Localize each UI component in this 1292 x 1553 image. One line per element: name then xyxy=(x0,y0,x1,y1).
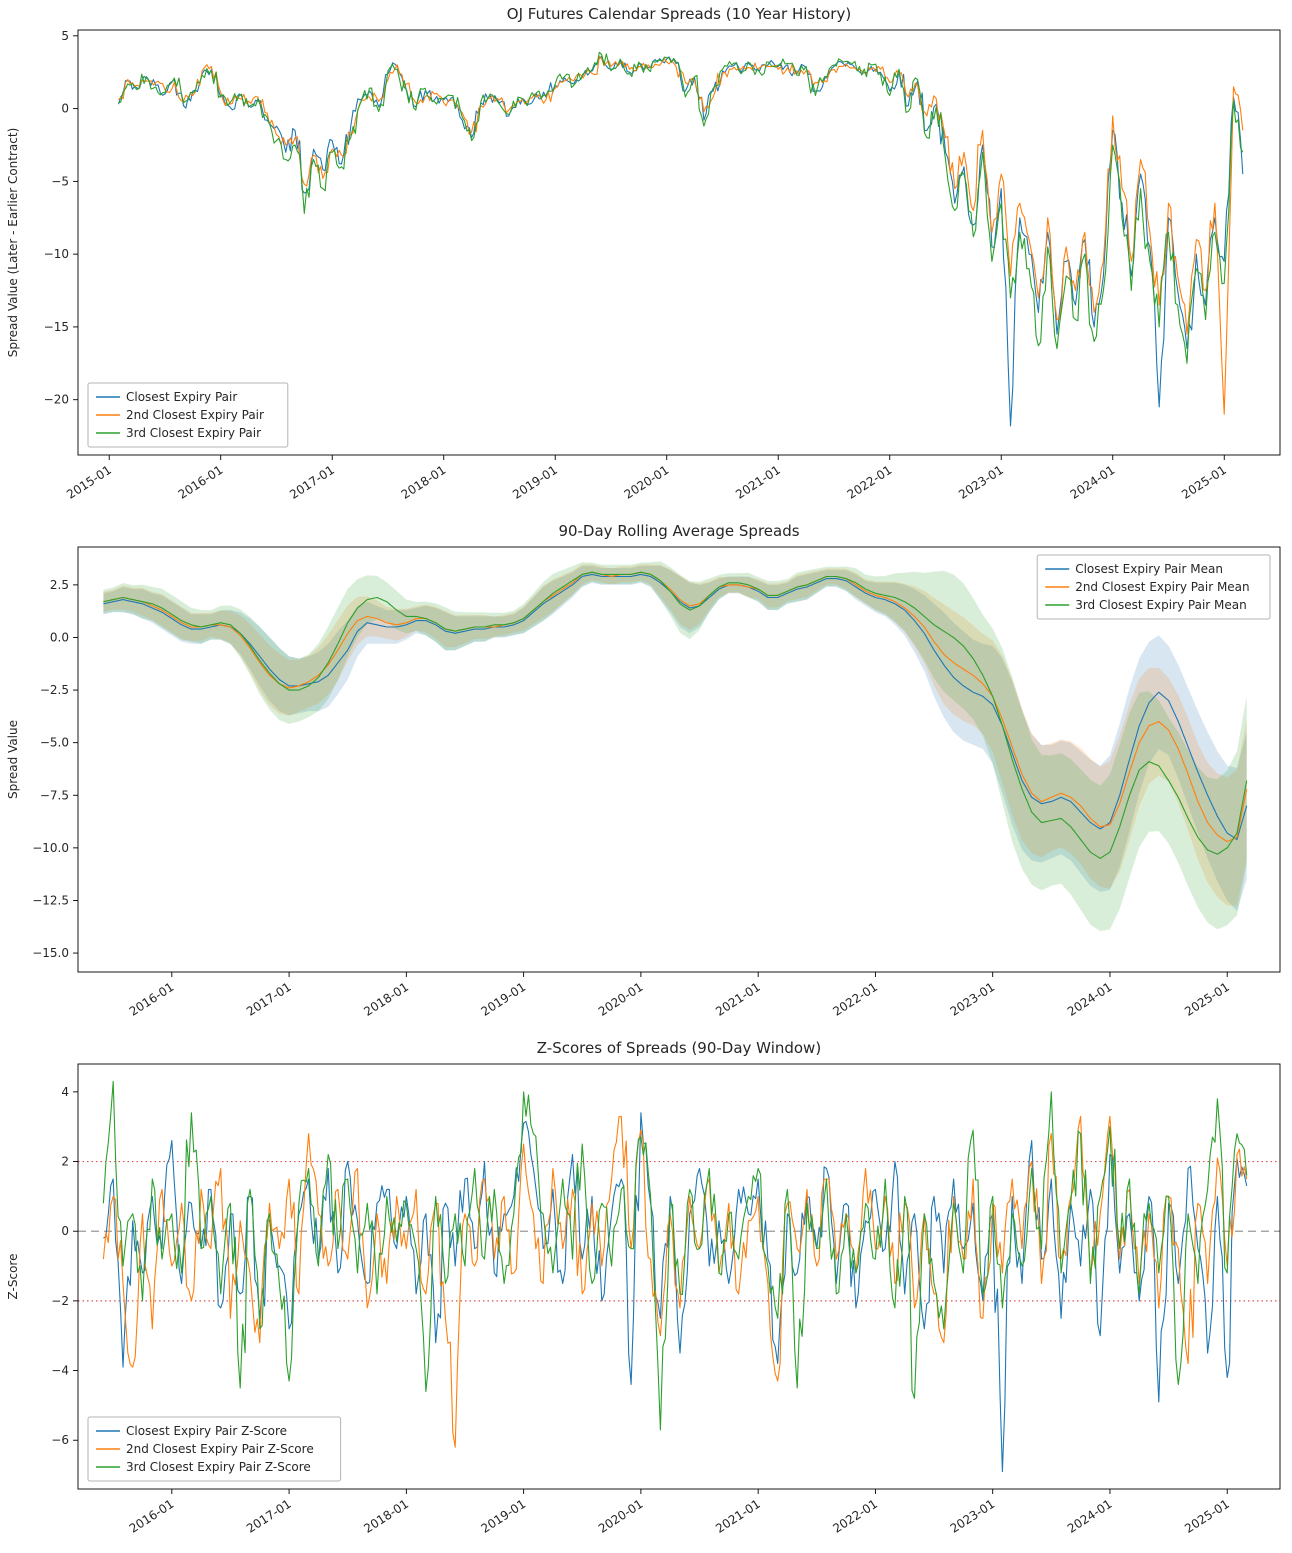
x-tick-label: 2024-01 xyxy=(1065,980,1115,1019)
series-line-2 xyxy=(102,1080,1248,1431)
chart-z-scores: 4 2 0 −2 −4 −6 2016-01 2017-01 2018-01 2019-01 202… xyxy=(0,1034,1292,1551)
x-tick-label: 2025-01 xyxy=(1182,980,1232,1019)
y-tick-label: −6 xyxy=(51,1433,69,1447)
std-band-2 xyxy=(103,561,1247,931)
x-tick-label: 2020-01 xyxy=(622,463,672,502)
y-tick-label: −5.0 xyxy=(40,736,69,750)
legend-label: 3rd Closest Expiry Pair Mean xyxy=(1075,598,1247,612)
chart-rolling-average: 2.5 0.0 −2.5 −5.0 −7.5 −10.0 −12.5 −15.0 2016-01… xyxy=(0,517,1292,1034)
y-tick-label: −10.0 xyxy=(32,841,69,855)
x-tick-label: 2018-01 xyxy=(361,980,411,1019)
legend-label: 2nd Closest Expiry Pair xyxy=(126,408,264,422)
std-band-1 xyxy=(103,564,1247,906)
legend-box xyxy=(1036,554,1271,620)
x-tick-label: 2024-01 xyxy=(1068,463,1118,502)
legend-label: Closest Expiry Pair Mean xyxy=(1075,562,1223,576)
plot-frame xyxy=(77,29,1281,456)
x-tick-label: 2021-01 xyxy=(733,463,783,502)
y-tick-label: −5 xyxy=(51,174,69,188)
legend: Closest Expiry Pair Mean 2nd Closest Expi… xyxy=(1036,554,1271,620)
y-tick-label: 0.0 xyxy=(50,630,69,644)
y-tick-label: −10 xyxy=(44,247,69,261)
x-tick-label: 2023-01 xyxy=(948,980,998,1019)
legend-box xyxy=(87,1416,342,1482)
y-tick-label: −20 xyxy=(44,393,69,407)
legend-label: 2nd Closest Expiry Pair Mean xyxy=(1075,580,1249,594)
x-tick-label: 2023-01 xyxy=(948,1497,998,1536)
x-tick-label: 2025-01 xyxy=(1179,463,1229,502)
y-tick-label: 4 xyxy=(61,1085,69,1099)
series-line-2 xyxy=(118,51,1244,364)
x-tick-label: 2020-01 xyxy=(596,980,646,1019)
y-tick-label: −2.5 xyxy=(40,683,69,697)
legend-box xyxy=(87,382,289,448)
std-band-0 xyxy=(103,565,1247,911)
chart-title: Z-Scores of Spreads (90-Day Window) xyxy=(537,1039,821,1057)
calendar-spreads-chart-canvas: 5 0 −5 −10 −15 −20 2015-01 2016-01 2017-01 2018-0… xyxy=(6,5,1281,502)
y-axis-label: Spread Value xyxy=(6,720,20,799)
x-tick-label: 2019-01 xyxy=(479,980,529,1019)
series-line-1 xyxy=(118,55,1244,415)
y-tick-label: −7.5 xyxy=(40,788,69,802)
x-tick-label: 2025-01 xyxy=(1182,1497,1232,1536)
series-line-1 xyxy=(102,1115,1248,1448)
legend-label: Closest Expiry Pair Z-Score xyxy=(126,1424,287,1438)
y-tick-label: 2 xyxy=(61,1155,69,1169)
x-tick-label: 2018-01 xyxy=(399,463,449,502)
series-line-0 xyxy=(117,55,1244,427)
x-tick-label: 2021-01 xyxy=(713,1497,763,1536)
y-tick-label: −12.5 xyxy=(32,893,69,907)
x-tick-label: 2015-01 xyxy=(64,463,114,502)
chart-title: 90-Day Rolling Average Spreads xyxy=(558,522,799,540)
x-tick-label: 2022-01 xyxy=(845,463,895,502)
legend: Closest Expiry Pair Z-Score 2nd Closest E… xyxy=(87,1416,342,1482)
x-tick-label: 2016-01 xyxy=(127,1497,177,1536)
x-tick-label: 2019-01 xyxy=(479,1497,529,1536)
plot-area xyxy=(117,51,1244,427)
y-tick-label: 2.5 xyxy=(50,578,69,592)
legend-label: 3rd Closest Expiry Pair xyxy=(126,426,261,440)
chart-title: OJ Futures Calendar Spreads (10 Year His… xyxy=(507,5,851,23)
series-line-1 xyxy=(103,571,1248,843)
x-tick-label: 2016-01 xyxy=(176,463,226,502)
y-tick-label: −2 xyxy=(51,1294,69,1308)
x-tick-label: 2020-01 xyxy=(596,1497,646,1536)
y-tick-label: −4 xyxy=(51,1364,69,1378)
x-tick-label: 2017-01 xyxy=(287,463,337,502)
x-tick-label: 2022-01 xyxy=(830,1497,880,1536)
y-tick-label: −15 xyxy=(44,320,69,334)
series-line-2 xyxy=(103,571,1248,859)
x-tick-label: 2018-01 xyxy=(361,1497,411,1536)
plot-area xyxy=(103,561,1248,931)
series-line-0 xyxy=(103,573,1248,841)
x-tick-label: 2021-01 xyxy=(713,980,763,1019)
x-tick-label: 2022-01 xyxy=(830,980,880,1019)
legend-label: Closest Expiry Pair xyxy=(126,390,237,404)
y-tick-label: 0 xyxy=(61,1224,69,1238)
y-tick-label: 5 xyxy=(61,29,69,43)
legend-label: 2nd Closest Expiry Pair Z-Score xyxy=(126,1442,314,1456)
x-tick-label: 2024-01 xyxy=(1065,1497,1115,1536)
chart-calendar-spreads: 5 0 −5 −10 −15 −20 2015-01 2016-01 2017-01 2018-0… xyxy=(0,0,1292,517)
legend-label: 3rd Closest Expiry Pair Z-Score xyxy=(126,1460,311,1474)
x-tick-label: 2017-01 xyxy=(244,1497,294,1536)
y-axis-label: Spread Value (Later - Earlier Contract) xyxy=(6,128,20,358)
y-tick-label: −15.0 xyxy=(32,946,69,960)
plot-frame xyxy=(77,546,1281,973)
z-scores-chart-canvas: 4 2 0 −2 −4 −6 2016-01 2017-01 2018-01 2019-01 202… xyxy=(6,1039,1281,1536)
legend: Closest Expiry Pair 2nd Closest Expiry Pa… xyxy=(87,382,289,448)
rolling-average-chart-canvas: 2.5 0.0 −2.5 −5.0 −7.5 −10.0 −12.5 −15.0 2016-01… xyxy=(6,522,1281,1019)
plot-frame xyxy=(77,1063,1281,1490)
x-tick-label: 2016-01 xyxy=(127,980,177,1019)
plot-area xyxy=(78,1080,1280,1473)
y-axis-label: Z-Score xyxy=(6,1254,20,1300)
x-tick-label: 2019-01 xyxy=(510,463,560,502)
x-tick-label: 2017-01 xyxy=(244,980,294,1019)
y-tick-label: 0 xyxy=(61,102,69,116)
x-tick-label: 2023-01 xyxy=(956,463,1006,502)
